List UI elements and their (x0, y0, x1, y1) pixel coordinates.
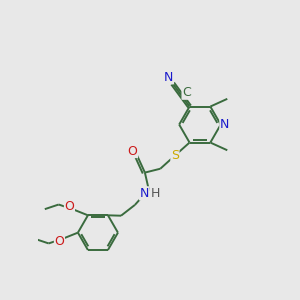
Text: N: N (140, 187, 149, 200)
Text: N: N (220, 118, 229, 131)
Text: O: O (64, 200, 74, 213)
Text: H: H (151, 187, 160, 200)
Text: S: S (171, 149, 179, 162)
Text: O: O (128, 145, 137, 158)
Text: N: N (164, 71, 173, 84)
Text: C: C (182, 86, 191, 99)
Text: O: O (55, 235, 64, 248)
